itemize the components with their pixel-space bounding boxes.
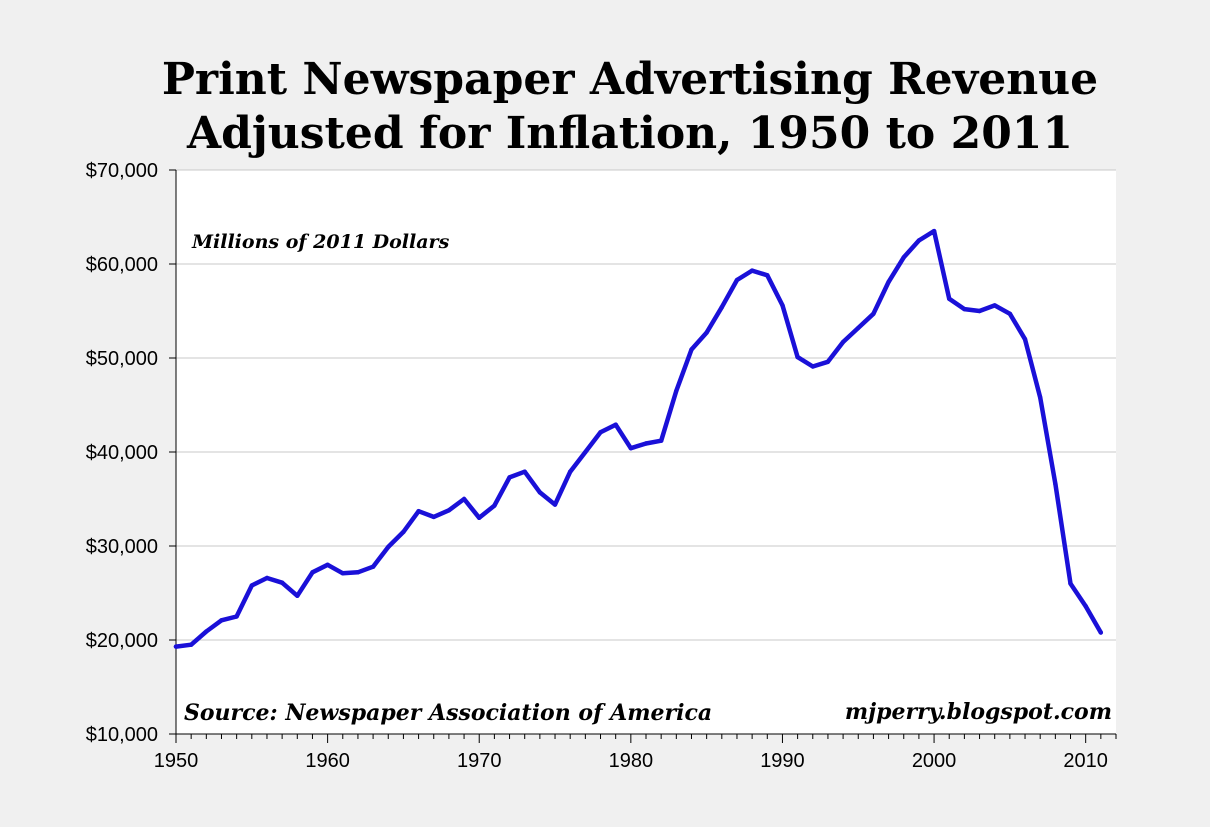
data-point [461,496,467,502]
y-tick-label: $50,000 [86,348,158,370]
x-tick-label: 2010 [1063,750,1108,772]
x-tick-label: 1960 [305,750,350,772]
data-point [1022,337,1028,342]
x-tick-label: 1970 [457,750,502,772]
data-point [719,305,724,310]
gridlines [176,169,1116,641]
data-point [780,303,785,308]
data-point [446,508,452,513]
data-point [1038,395,1043,400]
data-point [962,306,967,312]
data-point [568,469,573,474]
y-tick-label: $30,000 [86,536,158,558]
y-tick-label: $60,000 [86,254,158,276]
data-point [1068,581,1073,586]
data-point [249,583,254,588]
data-point [431,514,436,520]
data-point [492,503,497,508]
data-point [401,529,406,535]
y-tick-label: $40,000 [86,442,158,464]
data-point [871,311,876,316]
chart-title: Print Newspaper Advertising Revenue [162,54,1098,105]
data-point [765,273,770,278]
data-point [355,570,361,575]
data-point [674,388,679,394]
y-axis-ticks: $10,000 $20,000 $30,000 $40,000 $50,000 $60,0… [86,160,176,746]
series-line [173,228,1104,649]
data-point [234,614,239,619]
data-point [643,441,649,446]
data-point [749,268,755,273]
data-point [1098,630,1104,635]
y-tick-label: $70,000 [86,160,158,182]
data-point [552,502,558,507]
y-tick-label: $20,000 [86,630,158,652]
data-point [704,330,709,335]
source-note: Source: Newspaper Association of America [184,700,712,726]
data-point [901,255,906,260]
data-point [1083,604,1088,609]
data-point [825,359,831,364]
y-tick-label: $10,000 [86,724,158,746]
series-points [173,228,1104,649]
data-point [416,509,421,514]
data-point [279,580,285,585]
data-point [173,644,179,649]
data-point [916,238,922,243]
x-tick-label: 1980 [609,750,654,772]
data-point [856,325,861,331]
data-point [886,279,891,285]
data-point [295,593,300,598]
data-point [840,339,846,345]
data-point [734,277,740,283]
x-axis-ticks: 1950 1960 1970 1980 1990 2000 2010 [154,734,1117,772]
data-point [659,438,664,443]
data-point [386,544,391,550]
x-tick-label: 1950 [154,750,199,772]
data-point [522,469,527,474]
data-point [613,422,618,427]
data-point [795,354,800,360]
data-point [325,562,330,567]
credit-note: mjperry.blogspot.com [845,699,1112,725]
x-tick-label: 1990 [760,750,805,772]
data-point [992,303,997,308]
data-point [507,475,512,480]
data-point [340,571,345,576]
data-point [219,618,224,623]
data-point [477,515,482,520]
data-point [628,446,633,451]
units-note: Millions of 2011 Dollars [191,231,450,253]
x-tick-label: 2000 [912,750,957,772]
data-point [204,629,209,634]
data-point [537,490,543,495]
data-point [370,564,376,569]
data-point [689,347,694,352]
data-point [264,575,270,581]
data-point [810,364,815,369]
chart-subtitle: Adjusted for Inflation, 1950 to 2011 [186,108,1073,159]
data-point [947,296,952,301]
data-point [977,308,982,314]
data-point [189,642,194,647]
data-point [1007,311,1013,316]
data-point [598,430,603,435]
data-point [310,570,315,575]
data-point [931,228,937,234]
data-point [583,449,588,455]
data-point [1053,481,1058,487]
